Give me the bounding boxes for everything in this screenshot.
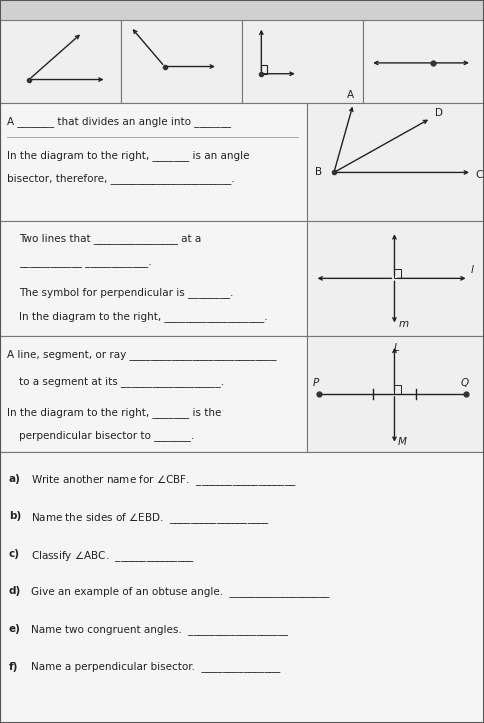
Bar: [394, 385, 401, 394]
Text: In the diagram to the right, _______ is an angle: In the diagram to the right, _______ is …: [7, 150, 250, 161]
Text: D: D: [435, 108, 443, 118]
Bar: [363, 20, 484, 103]
Text: A _______ that divides an angle into _______: A _______ that divides an angle into ___…: [7, 116, 231, 127]
Text: b): b): [9, 511, 21, 521]
Text: Classify $\angle$ABC.  _______________: Classify $\angle$ABC. _______________: [31, 549, 196, 563]
Text: P: P: [313, 378, 319, 388]
Bar: [307, 336, 484, 452]
Text: In the diagram to the right, _______ is the: In the diagram to the right, _______ is …: [7, 407, 222, 418]
Bar: [307, 103, 484, 221]
Bar: [307, 221, 484, 336]
Bar: [242, 20, 363, 103]
Text: M: M: [398, 437, 407, 447]
Text: Q: Q: [461, 378, 469, 388]
Text: Name a perpendicular bisector.  _______________: Name a perpendicular bisector. _________…: [31, 662, 281, 672]
Text: l: l: [470, 265, 473, 275]
Text: c): c): [9, 549, 20, 559]
Text: The symbol for perpendicular is ________.: The symbol for perpendicular is ________…: [19, 287, 234, 298]
Bar: [0, 103, 307, 221]
Text: B: B: [315, 168, 322, 177]
Bar: [0, 336, 307, 452]
Text: bisector, therefore, _______________________.: bisector, therefore, ___________________…: [7, 174, 235, 184]
Text: Name two congruent angles.  ___________________: Name two congruent angles. _____________…: [31, 624, 288, 635]
Bar: [0, 452, 484, 723]
Bar: [261, 65, 267, 74]
Text: A: A: [347, 90, 354, 100]
Text: C: C: [476, 171, 483, 180]
Text: e): e): [9, 624, 21, 634]
Text: Give an example of an obtuse angle.  ___________________: Give an example of an obtuse angle. ____…: [31, 586, 330, 597]
Text: In the diagram to the right, ___________________.: In the diagram to the right, ___________…: [19, 311, 268, 322]
Text: A line, segment, or ray ____________________________: A line, segment, or ray ________________…: [7, 349, 277, 360]
Text: to a segment at its ___________________.: to a segment at its ___________________.: [19, 376, 225, 387]
Bar: [0, 221, 307, 336]
Text: d): d): [9, 586, 21, 596]
Text: f): f): [9, 662, 18, 672]
Bar: [394, 269, 401, 278]
Text: ____________ ____________.: ____________ ____________.: [19, 258, 152, 268]
Text: Name the sides of $\angle$EBD.  ___________________: Name the sides of $\angle$EBD. _________…: [31, 511, 271, 526]
Text: Write another name for $\angle$CBF.  ___________________: Write another name for $\angle$CBF. ____…: [31, 474, 297, 488]
Text: perpendicular bisector to _______.: perpendicular bisector to _______.: [19, 430, 195, 441]
Text: L: L: [393, 343, 399, 354]
Text: Two lines that ________________ at a: Two lines that ________________ at a: [19, 234, 202, 244]
Text: a): a): [9, 474, 21, 484]
Bar: [0, 20, 121, 103]
Text: m: m: [398, 319, 408, 329]
Bar: [121, 20, 242, 103]
